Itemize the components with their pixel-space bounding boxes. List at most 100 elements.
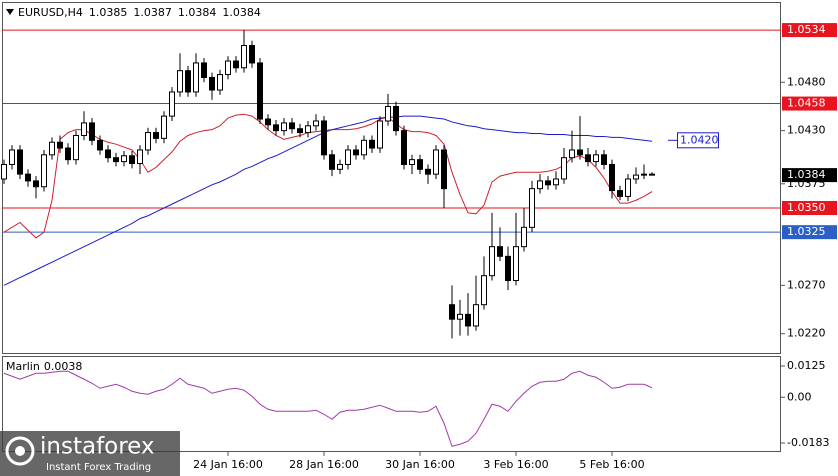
candle-body bbox=[401, 130, 407, 165]
candle-body bbox=[585, 154, 591, 163]
level-label: 1.0325 bbox=[787, 225, 826, 238]
moving-average bbox=[3, 115, 653, 286]
candle-body bbox=[105, 149, 111, 159]
candle-body bbox=[153, 132, 159, 139]
candle-body bbox=[337, 163, 343, 170]
candle-body bbox=[209, 76, 215, 91]
logo: instaforex Instant Forex Trading bbox=[0, 431, 180, 476]
title-part: EURUSD,H4 bbox=[18, 6, 83, 19]
candle-body bbox=[57, 141, 63, 149]
y-tick-label: 1.0480 bbox=[787, 75, 826, 88]
level-label: 1.0534 bbox=[787, 23, 826, 36]
candle-body bbox=[321, 120, 327, 156]
candle-body bbox=[97, 139, 103, 151]
candle-body bbox=[377, 120, 383, 149]
indicator-panel bbox=[2, 356, 781, 452]
x-tick-label: 3 Feb 16:00 bbox=[483, 458, 548, 471]
candle-body bbox=[529, 188, 535, 228]
logo-background bbox=[0, 431, 180, 476]
candle-body bbox=[137, 149, 143, 165]
candle-body bbox=[249, 45, 255, 64]
candle-body bbox=[385, 105, 391, 122]
y-tick-label: 1.0220 bbox=[787, 327, 826, 340]
level-box bbox=[782, 200, 837, 215]
indicator-y-tick-label: -0.0183 bbox=[787, 436, 829, 449]
candle-body bbox=[313, 120, 319, 127]
candle-body bbox=[17, 149, 23, 175]
candle-body bbox=[193, 62, 199, 93]
candle-body bbox=[497, 246, 503, 257]
logo-text: instaforex bbox=[40, 434, 155, 460]
candle-body bbox=[393, 105, 399, 132]
candle-body bbox=[257, 62, 263, 120]
candle-body bbox=[265, 118, 271, 126]
candle-body bbox=[433, 149, 439, 175]
candle-body bbox=[25, 173, 31, 182]
price-label: 1.0384 bbox=[787, 168, 826, 181]
candle-body bbox=[33, 180, 39, 188]
candle-body bbox=[593, 154, 599, 163]
title-part: 1.0384 bbox=[178, 6, 217, 19]
candle-body bbox=[89, 122, 95, 141]
candle-body bbox=[233, 60, 239, 69]
annotation-label: 1.0420 bbox=[680, 133, 719, 146]
candle-body bbox=[537, 180, 543, 190]
level-box bbox=[782, 225, 837, 240]
title-part: 1.0384 bbox=[222, 6, 261, 19]
moving-average bbox=[3, 113, 653, 239]
candle-body bbox=[185, 70, 191, 93]
candle-body bbox=[369, 139, 375, 149]
title-part: 1.0385 bbox=[89, 6, 128, 19]
candle-body bbox=[81, 122, 87, 136]
candle-body bbox=[561, 157, 567, 180]
title-part: 1.0387 bbox=[133, 6, 172, 19]
logo-icon bbox=[5, 436, 35, 466]
candle-body bbox=[513, 246, 519, 282]
annotation-box bbox=[677, 132, 719, 149]
candle-body bbox=[41, 154, 47, 188]
logo-icon-core bbox=[15, 446, 25, 456]
indicator-title-part: 0.0038 bbox=[44, 360, 83, 373]
candle-body bbox=[201, 62, 207, 78]
candle-body bbox=[217, 74, 223, 91]
x-tick-label: 30 Jan 16:00 bbox=[385, 458, 455, 471]
candle-body bbox=[465, 313, 471, 327]
candle-body bbox=[617, 190, 623, 197]
candle-body bbox=[457, 313, 463, 320]
candle-body bbox=[441, 149, 447, 190]
candle-body bbox=[521, 226, 527, 248]
candle-body bbox=[73, 134, 79, 161]
candle-body bbox=[225, 60, 231, 76]
level-label: 1.0350 bbox=[787, 201, 826, 214]
candle-body bbox=[177, 70, 183, 93]
candle-body bbox=[425, 168, 431, 175]
candle-body bbox=[633, 174, 639, 180]
level-label: 1.0458 bbox=[787, 97, 826, 110]
candle-body bbox=[129, 155, 135, 165]
candle-body bbox=[545, 180, 551, 186]
indicator-y-tick-label: 0.0125 bbox=[787, 359, 826, 372]
candle-body bbox=[161, 115, 167, 139]
candle-body bbox=[489, 246, 495, 277]
candle-body bbox=[473, 304, 479, 327]
candle-body bbox=[241, 45, 247, 69]
indicator-y-tick-label: 0.00 bbox=[787, 390, 812, 403]
candle-body bbox=[281, 122, 287, 132]
candle-body bbox=[649, 173, 655, 176]
candle-body bbox=[145, 132, 151, 151]
candle-body bbox=[9, 149, 15, 165]
candle-body bbox=[329, 154, 335, 170]
candle-body bbox=[273, 124, 279, 132]
candle-body bbox=[577, 149, 583, 156]
candle-body bbox=[641, 173, 647, 176]
candle-body bbox=[569, 149, 575, 159]
candle-body bbox=[601, 154, 607, 165]
indicator-title-part: Marlin bbox=[6, 360, 40, 373]
candle-body bbox=[505, 255, 511, 282]
candle-body bbox=[121, 155, 127, 163]
candle-body bbox=[113, 157, 119, 163]
y-tick-label: 1.0430 bbox=[787, 124, 826, 137]
y-tick-label: 1.0270 bbox=[787, 278, 826, 291]
